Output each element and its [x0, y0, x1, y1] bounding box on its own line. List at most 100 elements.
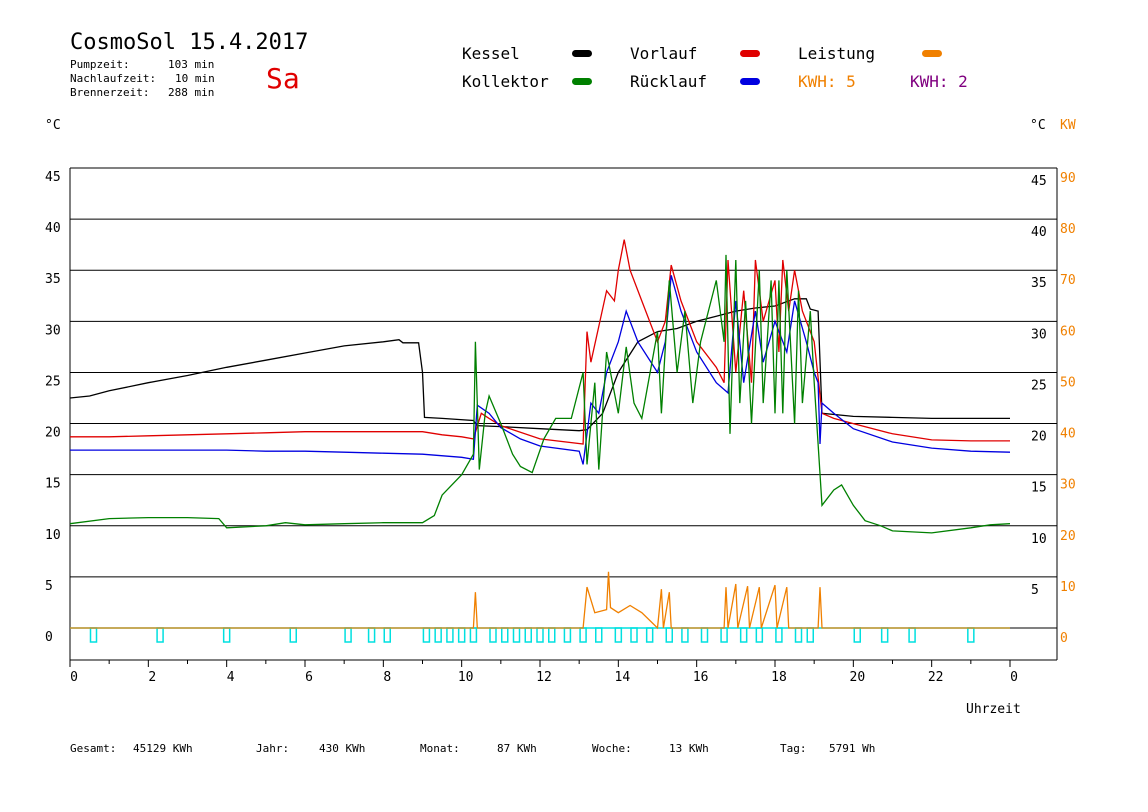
pump-marker — [739, 627, 748, 643]
y-right-tick-label: 45 — [1031, 174, 1047, 189]
y2-tick-label: 80 — [1060, 222, 1076, 237]
gesamt-value: 45129 KWh — [133, 742, 193, 755]
legend-kessel-label: Kessel — [462, 44, 520, 63]
woche-label: Woche: — [592, 742, 632, 755]
legend-vorlauf-swatch — [740, 50, 760, 57]
y2-tick-label: 10 — [1060, 580, 1076, 595]
x-tick-label: 12 — [536, 670, 552, 685]
pump-marker — [548, 627, 556, 643]
jahr-value: 430 KWh — [319, 742, 366, 755]
y2-tick-label: 0 — [1060, 631, 1068, 646]
pump-marker — [469, 627, 478, 643]
pump-marker — [524, 627, 532, 643]
y2-tick-label: 70 — [1060, 273, 1076, 288]
series-line-kessel — [69, 298, 1010, 432]
legend-kwh2: KWH: 2 — [910, 72, 968, 91]
pump-marker — [755, 627, 764, 643]
pump-marker — [422, 627, 431, 643]
pump-marker — [512, 627, 521, 643]
y2-tick-label: 60 — [1060, 324, 1076, 339]
y2-tick-label: 20 — [1060, 529, 1076, 544]
pump-marker — [383, 627, 391, 643]
legend-kollektor-swatch — [572, 78, 592, 85]
y-right-tick-label: 40 — [1031, 225, 1047, 240]
nachlauf-label: Nachlaufzeit: — [70, 72, 157, 85]
x-tick-label: 10 — [458, 670, 474, 685]
y-left-tick-label: 30 — [45, 323, 61, 338]
woche-value: 13 KWh — [669, 742, 709, 755]
pump-marker — [222, 627, 231, 643]
pump-marker — [501, 627, 509, 643]
legend-ruecklauf-label: Rücklauf — [630, 72, 708, 91]
pump-marker — [908, 627, 916, 643]
y-left-unit: °C — [45, 118, 61, 133]
y-right-tick-label: 25 — [1031, 378, 1047, 393]
pump-marker — [853, 627, 861, 643]
legend-kollektor-label: Kollektor — [462, 72, 549, 91]
nachlauf-value: 10 min — [175, 72, 215, 85]
jahr-label: Jahr: — [256, 742, 290, 755]
y-right-tick-label: 20 — [1031, 430, 1047, 445]
pump-marker — [681, 627, 689, 643]
x-tick-label: 8 — [383, 670, 391, 685]
y-left-tick-label: 45 — [45, 170, 61, 185]
y-right-unit-kw: KW — [1060, 118, 1076, 133]
series-line-kollektor — [69, 254, 1011, 534]
y2-tick-label: 40 — [1060, 427, 1076, 442]
pump-value: 103 min — [168, 58, 215, 71]
pump-marker — [89, 627, 98, 643]
y-right-tick-label: 30 — [1031, 327, 1047, 342]
pump-marker — [489, 627, 497, 643]
legend-vorlauf-label: Vorlauf — [630, 44, 698, 63]
pump-marker — [434, 627, 442, 643]
pump-marker — [806, 627, 814, 643]
pump-marker — [344, 627, 352, 643]
x-tick-label: 20 — [850, 670, 866, 685]
brenner-label: Brennerzeit: — [70, 86, 150, 99]
legend-leistung-label: Leistung — [798, 44, 876, 63]
pump-marker — [563, 627, 572, 643]
pump-marker — [156, 627, 164, 643]
pump-marker — [536, 627, 544, 643]
y-left-tick-label: 0 — [45, 630, 53, 645]
y-right-tick-label: 10 — [1031, 532, 1047, 547]
pump-marker — [614, 627, 623, 643]
pump-marker — [794, 627, 803, 643]
x-tick-label: 14 — [615, 670, 631, 685]
y-left-tick-label: 10 — [45, 528, 61, 543]
y-left-tick-label: 15 — [45, 477, 61, 492]
x-tick-label: 6 — [305, 670, 313, 685]
y-right-tick-label: 15 — [1031, 481, 1047, 496]
pump-label: Pumpzeit: — [70, 58, 130, 71]
pump-marker — [665, 627, 673, 643]
legend-leistung-swatch — [922, 50, 942, 57]
pump-marker — [579, 627, 587, 643]
monat-label: Monat: — [420, 742, 460, 755]
pump-marker — [595, 627, 603, 643]
x-tick-label: 0 — [70, 670, 78, 685]
x-axis-label: Uhrzeit — [966, 702, 1021, 717]
series-line-vorlauf — [70, 239, 1010, 445]
y2-tick-label: 50 — [1060, 375, 1076, 390]
pump-marker — [289, 627, 297, 643]
pump-marker — [645, 627, 654, 643]
y-right-tick-label: 35 — [1031, 276, 1047, 291]
tag-value: 5791 Wh — [829, 742, 876, 755]
x-tick-label: 16 — [693, 670, 709, 685]
pump-marker — [700, 627, 709, 643]
y-right-tick-label: 5 — [1031, 583, 1039, 598]
pump-marker — [775, 627, 783, 643]
pump-marker — [720, 627, 728, 643]
monat-value: 87 KWh — [497, 742, 537, 755]
series-line-leistung — [70, 571, 1010, 630]
weekday-label: Sa — [266, 62, 300, 95]
legend-kessel-swatch — [572, 50, 592, 57]
x-tick-label: 4 — [227, 670, 235, 685]
pump-marker — [880, 627, 889, 643]
pump-marker — [446, 627, 454, 643]
pump-marker — [967, 627, 975, 643]
brenner-value: 288 min — [168, 86, 215, 99]
legend-kwh1: KWH: 5 — [798, 72, 856, 91]
y-left-tick-label: 25 — [45, 374, 61, 389]
x-tick-label: 0 — [1010, 670, 1018, 685]
